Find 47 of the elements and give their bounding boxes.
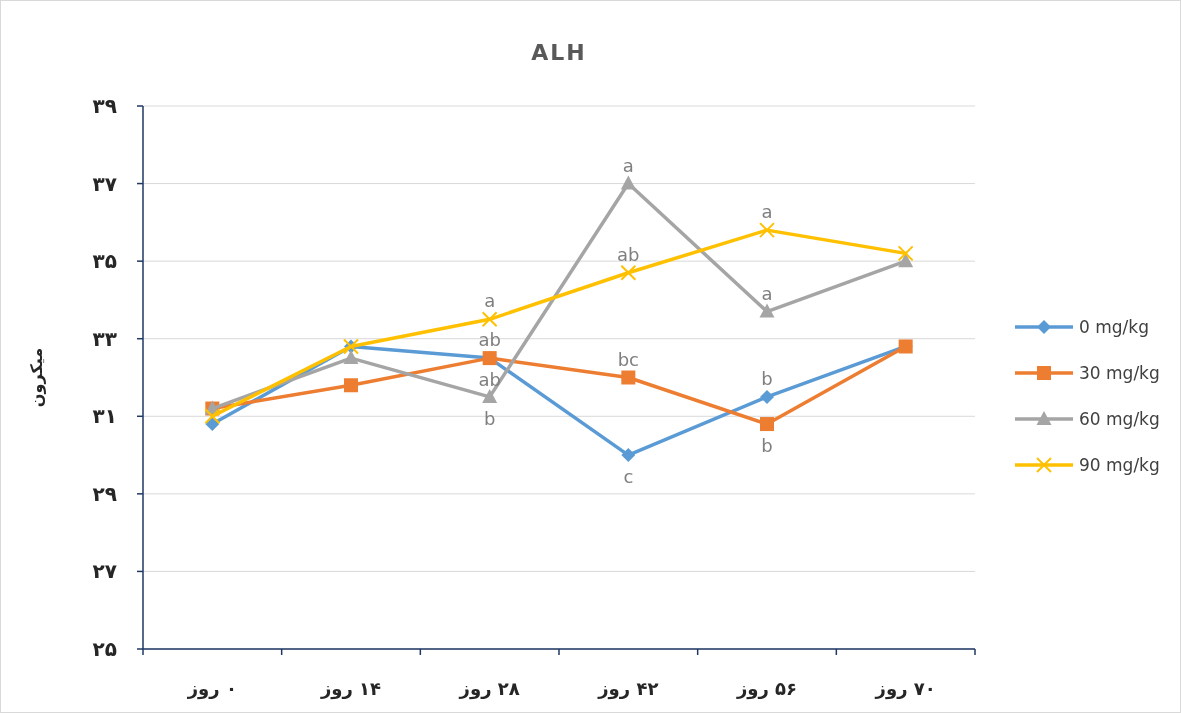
point bbox=[481, 311, 498, 328]
annotation: c bbox=[623, 466, 634, 488]
annotation: b bbox=[483, 407, 496, 429]
legend-label: 90 mg/kg bbox=[1079, 455, 1160, 475]
annotation: a bbox=[761, 282, 773, 304]
y-tick-label: ۳۱ bbox=[92, 404, 117, 429]
x-tick-label: ۴۲ روز bbox=[597, 678, 659, 700]
annotation: bc bbox=[617, 348, 639, 370]
y-tick-label: ۲۹ bbox=[92, 481, 117, 506]
y-tick-label: ۲۷ bbox=[92, 559, 117, 584]
annotation: b bbox=[761, 435, 773, 457]
annotation: b bbox=[761, 367, 773, 389]
annotation: a bbox=[761, 201, 773, 223]
x-tick-label: ۲۸ روز bbox=[458, 678, 520, 700]
chart-title: ALH bbox=[531, 40, 587, 65]
point bbox=[760, 389, 774, 404]
point bbox=[620, 175, 636, 190]
annotation: ab bbox=[478, 329, 501, 351]
x-tick-label: ۵۶ روز bbox=[735, 678, 798, 700]
point bbox=[344, 378, 358, 393]
y-tick-label: ۳۵ bbox=[92, 249, 117, 274]
x-tick-label: ۷۰ روز bbox=[874, 678, 936, 700]
legend-label: 30 mg/kg bbox=[1079, 363, 1160, 383]
point bbox=[621, 370, 636, 385]
y-tick-label: ۳۹ bbox=[92, 94, 117, 118]
annotation: a bbox=[622, 154, 634, 176]
y-tick-label: ۲۵ bbox=[92, 637, 117, 661]
point bbox=[204, 408, 221, 425]
y-tick-label: ۳۷ bbox=[92, 171, 117, 196]
annotation: ab bbox=[617, 243, 640, 265]
point bbox=[898, 253, 914, 268]
legend-label: 0 mg/kg bbox=[1079, 317, 1149, 337]
point bbox=[482, 388, 498, 403]
point bbox=[759, 303, 775, 318]
point bbox=[343, 350, 359, 365]
x-tick-label: ۰ روز bbox=[186, 678, 237, 700]
legend-label: 60 mg/kg bbox=[1079, 409, 1160, 429]
annotation: ab bbox=[478, 369, 501, 391]
y-axis-title: میکرون bbox=[27, 347, 46, 408]
point bbox=[760, 417, 774, 432]
point bbox=[621, 448, 636, 463]
point bbox=[759, 222, 775, 239]
annotation: a bbox=[484, 290, 496, 312]
x-tick-label: ۱۴ روز bbox=[319, 678, 382, 700]
point bbox=[620, 264, 637, 281]
point bbox=[897, 245, 914, 262]
y-tick-label: ۳۳ bbox=[92, 326, 117, 351]
